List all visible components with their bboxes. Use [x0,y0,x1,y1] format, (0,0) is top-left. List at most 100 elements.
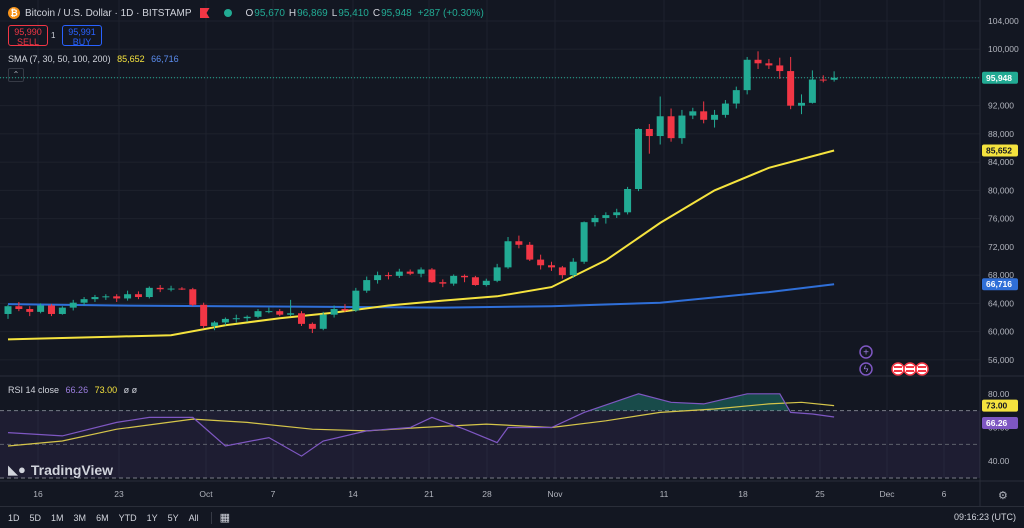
us-flag-stripe [918,370,926,372]
candle-body [537,259,545,266]
utc-clock[interactable]: 09:16:23 (UTC) [953,512,1016,522]
candle-body [200,304,208,326]
candle-body [591,217,599,223]
bitcoin-icon: ₿ [8,7,20,19]
ohlc-open-label: O [245,7,254,19]
ohlc-close-label: C [372,7,381,19]
sma-legend[interactable]: SMA (7, 30, 50, 100, 200) 85,652 66,716 [8,54,179,64]
candle-body [776,65,784,72]
rsi-legend-value-2: 73.00 [94,385,118,395]
candle-body [80,299,88,303]
symbol-header: ₿ Bitcoin / U.S. Dollar · 1D · BITSTAMP … [8,5,484,21]
candle-body [4,306,12,314]
candle-body [254,311,262,317]
candle-body [124,294,132,299]
sma-legend-label: SMA (7, 30, 50, 100, 200) [8,54,111,64]
calendar-icon[interactable]: ▦ [219,512,231,524]
flag-icon[interactable] [199,8,210,18]
candle-body [243,316,251,319]
us-flag-event-icon[interactable] [915,362,929,376]
us-flag-event-icon[interactable] [891,362,905,376]
candle-body [406,271,414,274]
range-button-1m[interactable]: 1M [51,512,64,523]
candle-body [580,222,588,262]
time-tick-label: 11 [660,489,669,499]
price-tick-label: 60,000 [988,327,1014,337]
time-tick-label: 7 [271,489,276,499]
rsi-legend-label: RSI 14 close [8,385,60,395]
candle-body [232,318,240,320]
rsi-legend[interactable]: RSI 14 close 66.26 73.00 ø ø [8,385,137,395]
time-axis[interactable]: 16 23 Oct 7 14 21 28 Nov 11 18 25 Dec 6 [33,489,946,499]
range-button-5y[interactable]: 5Y [167,512,179,523]
sma-long-tag: 66,716 [986,279,1012,289]
sell-button[interactable]: 95,990 SELL [8,25,48,47]
event-lightning-icon[interactable] [859,362,873,376]
us-flag-stripe [906,366,914,368]
candle-body [667,116,675,139]
candle-body [808,79,816,103]
buy-price: 95,991 [68,27,96,37]
event-plus-icon[interactable] [859,345,873,359]
range-button-6m[interactable]: 6M [96,512,109,523]
range-button-3m[interactable]: 3M [73,512,87,523]
last-price-tag: 95,948 [986,73,1012,83]
candle-body [156,287,164,290]
candle-body [504,241,512,268]
candle-body [189,289,197,305]
time-tick-label: 23 [114,489,124,499]
candle-body [721,103,729,115]
buy-button[interactable]: 95,991 BUY [62,25,102,47]
candle-body [732,90,740,104]
candle-body [689,111,697,116]
range-button-5d[interactable]: 5D [29,512,42,523]
tradingview-logo[interactable]: ◣● TradingView [8,462,113,478]
candle-body [37,305,45,312]
us-flag-stripe [894,370,902,372]
price-tick-label: 104,000 [988,16,1019,26]
bottom-toolbar: 1D 5D 1M 3M 6M YTD 1Y 5Y All ▦ [0,506,1024,528]
market-status-icon [223,9,232,17]
candlestick-series [4,51,838,334]
time-tick-label: 6 [942,489,947,499]
us-flag-event-icon[interactable] [903,362,917,376]
rsi-ma-tag-bg [982,399,1018,412]
candle-body [113,296,121,299]
price-axis[interactable]: 56,000 60,000 64,000 68,000 72,000 76,000 80,0… [982,16,1019,466]
symbol-title[interactable]: Bitcoin / U.S. Dollar · 1D · BITSTAMP [25,7,192,19]
spread-value: 1 [51,31,56,40]
price-tick-label: 80,000 [988,185,1014,195]
event-lightning-icon-glyph: ϟ [864,364,869,374]
price-tick-label: 92,000 [988,101,1014,111]
candle-body [678,115,686,139]
range-button-ytd[interactable]: YTD [118,512,137,523]
time-tick-label: 16 [33,489,43,499]
ohlc-low-label: L [331,7,338,19]
range-button-1d[interactable]: 1D [8,512,20,523]
price-tick-label: 76,000 [988,214,1014,224]
price-tick-label: 84,000 [988,157,1014,167]
range-button-all[interactable]: All [188,512,199,523]
candle-body [711,114,719,120]
candle-body [330,309,338,315]
collapse-legend-button[interactable]: ⌃ [8,68,24,82]
candle-body [15,306,23,310]
time-tick-label: 21 [424,489,434,499]
candle-body [102,296,110,298]
candle-body [145,287,153,298]
candle-body [352,290,360,311]
time-tick-label: 18 [738,489,748,499]
event-markers[interactable]: +ϟ [859,345,929,376]
candle-body [450,275,458,284]
gear-icon[interactable]: ⚙ [998,490,1008,502]
us-flag-stripe [906,370,914,372]
candle-body [602,215,610,218]
candle-body [47,305,55,314]
rsi-tick-label: 80.00 [988,389,1010,399]
candle-body [134,294,142,298]
candle-body [178,288,186,290]
range-button-1y[interactable]: 1Y [146,512,158,523]
sma-legend-value-2: 66,716 [151,54,179,64]
candle-body [26,309,34,312]
